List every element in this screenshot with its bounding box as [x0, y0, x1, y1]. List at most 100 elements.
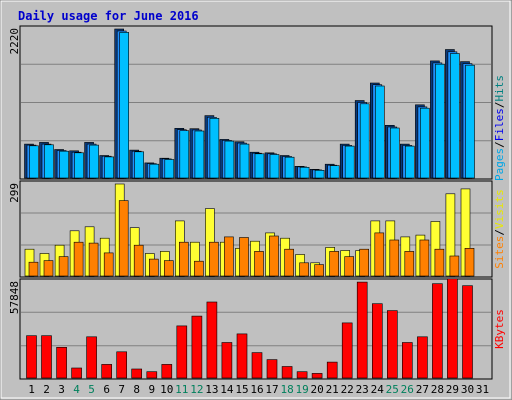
x-tick-label-day-4: 4: [73, 383, 80, 396]
x-tick-label-day-3: 3: [58, 383, 65, 396]
bar-hits-pages-day-10: [164, 159, 175, 179]
x-tick-label-day-28: 28: [431, 383, 444, 396]
x-tick-label-day-17: 17: [265, 383, 278, 396]
bar-kbytes-kbytes-day-7: [116, 351, 127, 379]
bar-hits-pages-day-11: [179, 130, 190, 179]
bar-visits-sites-day-2: [43, 260, 54, 277]
x-tick-label-day-31: 31: [476, 383, 489, 396]
panel-visits-max-label: 299: [8, 183, 21, 203]
legend-pages: Pages: [493, 148, 506, 181]
bar-visits-sites-day-7: [118, 200, 129, 277]
bar-kbytes-kbytes-day-8: [131, 368, 142, 379]
bar-visits-sites-day-20: [314, 264, 324, 277]
x-tick-label-day-2: 2: [43, 383, 50, 396]
bar-visits-sites-day-17: [269, 235, 279, 277]
bar-kbytes-kbytes-day-4: [71, 367, 82, 379]
bar-kbytes-kbytes-day-9: [146, 371, 158, 379]
chart-title: Daily usage for June 2016: [18, 9, 199, 23]
bar-hits-pages-day-2: [44, 144, 54, 179]
panel-hits-legend: Pages/Files/Hits: [493, 75, 506, 181]
x-tick-label-day-11: 11: [175, 383, 188, 396]
bar-kbytes-kbytes-day-6: [101, 364, 112, 379]
bar-kbytes-kbytes-day-13: [206, 301, 218, 379]
bar-hits-pages-day-30: [465, 64, 475, 179]
x-tick-label-day-30: 30: [461, 383, 474, 396]
bar-kbytes-kbytes-day-19: [296, 371, 308, 379]
bar-kbytes-kbytes-day-28: [432, 283, 443, 379]
panel-visits-legend: Sites/Visits: [493, 189, 506, 269]
panel-kbytes: 57848 KBytes: [8, 278, 506, 380]
bar-kbytes-kbytes-day-20: [311, 373, 323, 379]
bar-hits-pages-day-12: [194, 130, 205, 179]
bar-visits-sites-day-13: [209, 241, 219, 277]
bar-visits-sites-day-23: [359, 248, 370, 277]
bar-kbytes-kbytes-day-25: [386, 310, 398, 379]
bar-hits-pages-day-13: [209, 118, 220, 179]
x-tick-label-day-26: 26: [401, 383, 414, 396]
bar-visits-sites-day-29: [449, 255, 460, 277]
bar-hits-pages-day-18: [284, 156, 295, 179]
bar-hits-pages-day-28: [435, 63, 445, 179]
bar-hits-pages-day-25: [389, 127, 400, 179]
bar-hits-pages-day-27: [420, 107, 430, 179]
x-tick-label-day-25: 25: [386, 383, 399, 396]
bar-visits-sites-day-25: [389, 239, 400, 277]
x-tick-label-day-9: 9: [148, 383, 155, 396]
bar-visits-sites-day-18: [284, 248, 294, 277]
x-tick-label-day-15: 15: [235, 383, 248, 396]
bar-visits-sites-day-3: [58, 256, 69, 277]
legend-kbytes: KBytes: [493, 309, 506, 349]
x-tick-label-day-5: 5: [88, 383, 95, 396]
bar-hits-pages-day-1: [29, 145, 39, 179]
bar-kbytes-kbytes-day-18: [281, 366, 293, 379]
bar-kbytes-kbytes-day-17: [266, 359, 278, 379]
panel-hits-max-label: 2220: [8, 28, 21, 55]
x-tick-label-day-10: 10: [160, 383, 173, 396]
legend-sites: Sites: [493, 236, 506, 269]
bar-visits-sites-day-21: [329, 251, 340, 277]
panel-kbytes-max-label: 57848: [8, 281, 21, 314]
x-tick-label-day-18: 18: [280, 383, 293, 396]
panel-visits: 299 Sites/Visits: [8, 180, 506, 278]
bar-visits-sites-day-24: [374, 232, 385, 277]
x-tick-label-day-22: 22: [341, 383, 354, 396]
bar-visits-sites-day-19: [299, 262, 309, 277]
bar-kbytes-kbytes-day-24: [371, 303, 383, 379]
bar-visits-sites-day-14: [224, 236, 234, 277]
bar-visits-sites-day-6: [103, 252, 114, 277]
x-tick-label-day-24: 24: [371, 383, 385, 396]
legend-separator: /: [493, 141, 506, 148]
bar-hits-pages-day-4: [74, 152, 84, 179]
bar-hits-pages-day-3: [59, 150, 69, 179]
x-tick-label-day-19: 19: [295, 383, 308, 396]
x-tick-label-day-6: 6: [103, 383, 110, 396]
legend-hits: Hits: [493, 75, 506, 102]
bar-hits-pages-day-24: [374, 85, 385, 179]
bar-hits-pages-day-15: [239, 143, 250, 179]
bar-kbytes-kbytes-day-23: [356, 281, 368, 379]
x-tick-label-day-1: 1: [28, 383, 35, 396]
bar-kbytes-kbytes-day-21: [326, 361, 338, 379]
x-tick-label-day-21: 21: [326, 383, 339, 396]
bar-visits-sites-day-8: [133, 244, 144, 277]
bar-hits-pages-day-14: [224, 140, 235, 179]
bar-visits-sites-day-15: [239, 237, 249, 277]
bar-hits-pages-day-9: [149, 163, 160, 179]
x-tick-label-day-27: 27: [416, 383, 429, 396]
bar-kbytes-kbytes-day-30: [462, 285, 473, 379]
bar-kbytes-kbytes-day-29: [447, 278, 458, 379]
bar-visits-sites-day-26: [404, 251, 415, 277]
bar-kbytes-kbytes-day-1: [26, 335, 37, 379]
bar-kbytes-kbytes-day-12: [191, 315, 203, 379]
bar-hits-pages-day-29: [450, 53, 460, 179]
bar-visits-sites-day-1: [28, 261, 39, 277]
bar-kbytes-kbytes-day-26: [401, 342, 413, 379]
x-tick-label-day-12: 12: [190, 383, 203, 396]
panel-visits-legend-text: Sites/Visits: [493, 189, 506, 269]
panel-hits-legend-text: Pages/Files/Hits: [493, 75, 506, 181]
x-tick-label-day-20: 20: [310, 383, 323, 396]
legend-separator: /: [493, 102, 506, 109]
bar-hits-pages-day-19: [299, 167, 310, 179]
